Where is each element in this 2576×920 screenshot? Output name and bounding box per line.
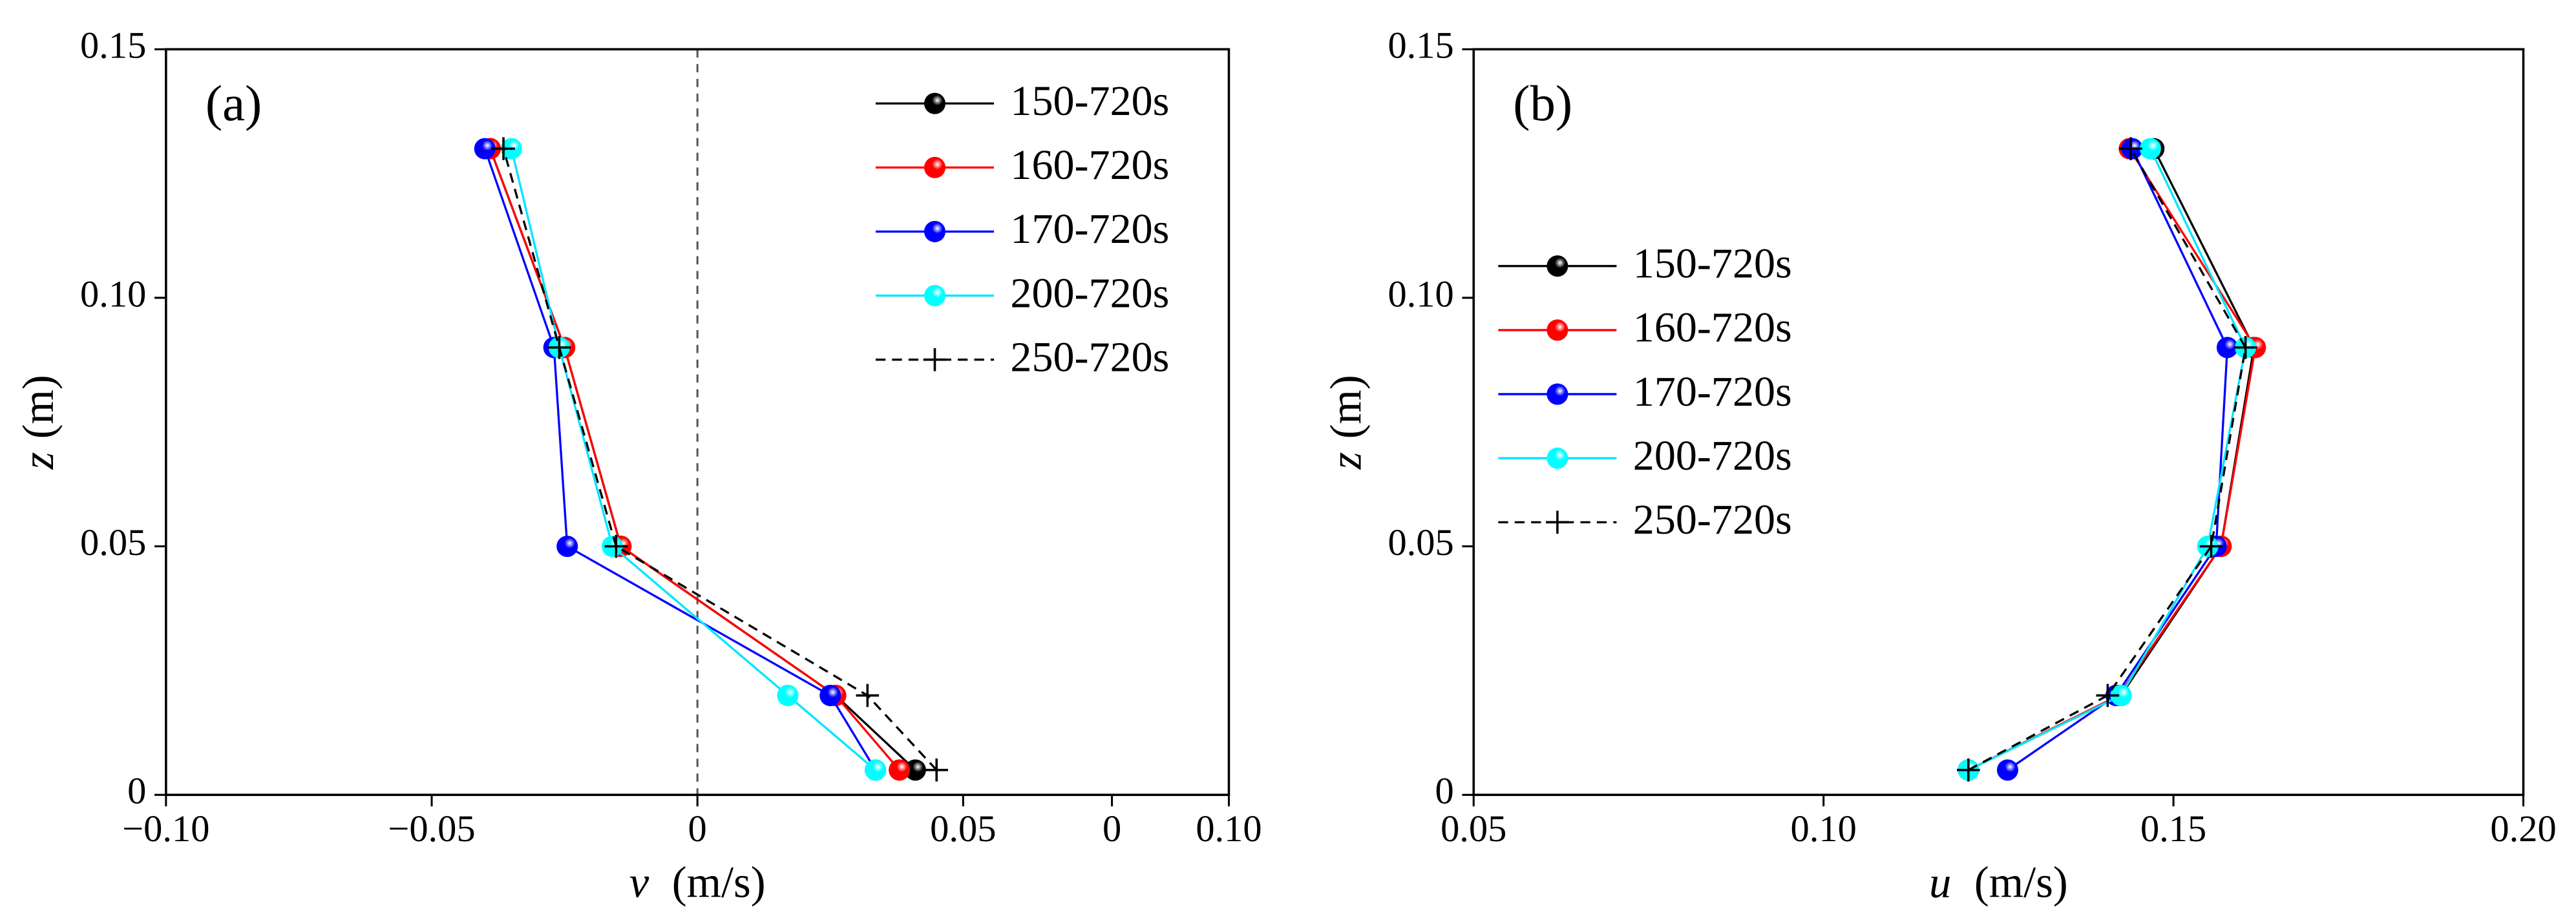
sphere-marker <box>904 759 926 781</box>
x-axis-label: v (m/s) <box>629 857 766 906</box>
x-tick-label: 0 <box>688 808 707 850</box>
x-tick-label: 0.20 <box>2490 808 2556 850</box>
y-axis-label: z (m) <box>1321 375 1370 470</box>
x-axis-variable: u <box>1929 857 1951 906</box>
x-tick-label: −0.05 <box>388 808 475 850</box>
legend-label: 160-720s <box>1010 141 1169 189</box>
y-axis-variable: z <box>14 452 63 470</box>
sphere-marker <box>819 684 841 706</box>
legend-label: 200-720s <box>1010 269 1169 317</box>
sphere-marker <box>924 156 946 178</box>
y-tick-label: 0.10 <box>1388 273 1453 315</box>
series <box>1958 138 2266 781</box>
series-line <box>502 148 938 771</box>
y-axis-unit: (m) <box>14 375 63 439</box>
y-tick-label: 0 <box>1435 770 1454 812</box>
x-tick-label: 0.10 <box>1791 808 1857 850</box>
series-line <box>489 148 916 771</box>
x-tick-label: 0.05 <box>1441 808 1506 850</box>
sphere-marker <box>1547 255 1568 277</box>
plus-marker <box>2096 684 2120 707</box>
x-tick-label: 0.05 <box>930 808 996 850</box>
plot-frame <box>1472 48 2525 797</box>
plus-marker <box>925 758 949 782</box>
legend-label: 250-720s <box>1633 496 1792 543</box>
sphere-marker <box>889 759 911 781</box>
sphere-marker <box>1996 759 2018 781</box>
x-tick-label: −0.10 <box>122 808 209 850</box>
legend-label: 170-720s <box>1010 205 1169 253</box>
sphere-marker <box>924 285 946 307</box>
sphere-marker <box>865 759 887 781</box>
x-tick-label: 0 <box>1103 808 1121 850</box>
y-tick-label: 0 <box>127 770 146 812</box>
series-line <box>1968 148 2247 771</box>
sphere-marker <box>924 220 946 242</box>
plot-frame <box>165 48 1230 797</box>
plus-marker <box>1546 510 1569 534</box>
plus-marker <box>856 684 880 707</box>
series-line <box>1968 148 2247 771</box>
plus-marker <box>2119 137 2142 160</box>
plus-marker <box>2233 336 2257 359</box>
x-axis-variable: v <box>629 857 649 906</box>
series <box>1957 137 2257 782</box>
series <box>1958 138 2265 781</box>
series <box>1996 138 2239 781</box>
series-line <box>510 148 876 771</box>
series <box>479 138 911 781</box>
y-tick-label: 0.10 <box>80 273 146 315</box>
sphere-marker <box>474 138 496 160</box>
y-tick-label: 0.05 <box>1388 521 1453 563</box>
series-line <box>1968 148 2255 771</box>
y-axis-label: z (m) <box>14 375 63 470</box>
plus-marker <box>547 336 571 359</box>
y-tick-label: 0.15 <box>80 25 146 67</box>
x-axis-unit: (m/s) <box>1974 857 2068 906</box>
sphere-marker <box>1547 319 1568 341</box>
y-tick-label: 0.15 <box>1388 25 1453 67</box>
x-tick-label: 0.10 <box>1196 808 1262 850</box>
sphere-marker <box>924 92 946 114</box>
series <box>474 138 887 781</box>
sphere-marker <box>2139 138 2161 160</box>
sphere-marker <box>2110 684 2132 706</box>
legend-label: 200-720s <box>1633 432 1792 479</box>
series-line <box>483 148 877 771</box>
legend-label: 150-720s <box>1010 78 1169 125</box>
y-axis-unit: (m) <box>1321 375 1370 439</box>
series <box>500 138 887 781</box>
sphere-marker <box>777 684 799 706</box>
plus-marker <box>1957 758 1980 782</box>
panel-label: (b) <box>1513 76 1572 132</box>
x-axis-label: u (m/s) <box>1929 857 2068 906</box>
x-tick-label: 0.15 <box>2140 808 2206 850</box>
plus-marker <box>923 348 947 371</box>
legend-label: 250-720s <box>1010 333 1169 381</box>
legend-label: 150-720s <box>1633 240 1792 288</box>
y-axis-variable: z <box>1321 452 1370 470</box>
y-tick-label: 0.05 <box>80 521 146 563</box>
x-axis-unit: (m/s) <box>672 857 766 906</box>
sphere-marker <box>1547 383 1568 405</box>
legend-label: 160-720s <box>1633 304 1792 351</box>
series <box>492 137 949 782</box>
sphere-marker <box>1547 447 1568 469</box>
series <box>479 138 926 781</box>
sphere-marker <box>2216 337 2239 359</box>
sphere-marker <box>556 536 578 558</box>
legend-label: 170-720s <box>1633 368 1792 415</box>
plus-marker <box>492 137 515 160</box>
series-line <box>1968 148 2257 771</box>
plus-marker <box>2199 534 2223 558</box>
plus-marker <box>604 534 628 558</box>
panel-label: (a) <box>206 76 262 132</box>
